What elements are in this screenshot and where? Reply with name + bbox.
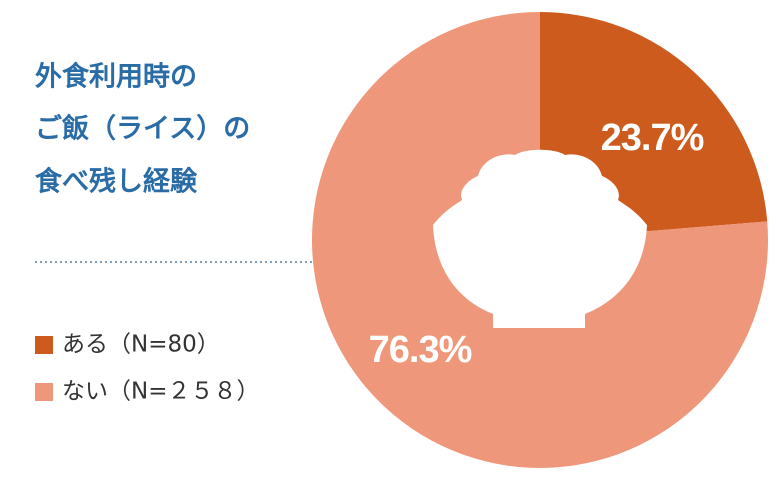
chart-title: ご飯（ライス）の xyxy=(35,113,250,145)
value-label: 76.3% xyxy=(369,329,472,371)
chart-title: 食べ残し経験 xyxy=(35,166,198,198)
value-label: 23.7% xyxy=(601,117,704,159)
bowl-hole xyxy=(433,149,647,328)
legend-swatch xyxy=(35,383,53,401)
legend-swatch xyxy=(35,336,53,354)
legend-label: ない（N=２５８） xyxy=(62,379,259,405)
legend-label: ある（N=80） xyxy=(62,332,220,358)
chart-title: 外食利用時の xyxy=(35,61,197,93)
